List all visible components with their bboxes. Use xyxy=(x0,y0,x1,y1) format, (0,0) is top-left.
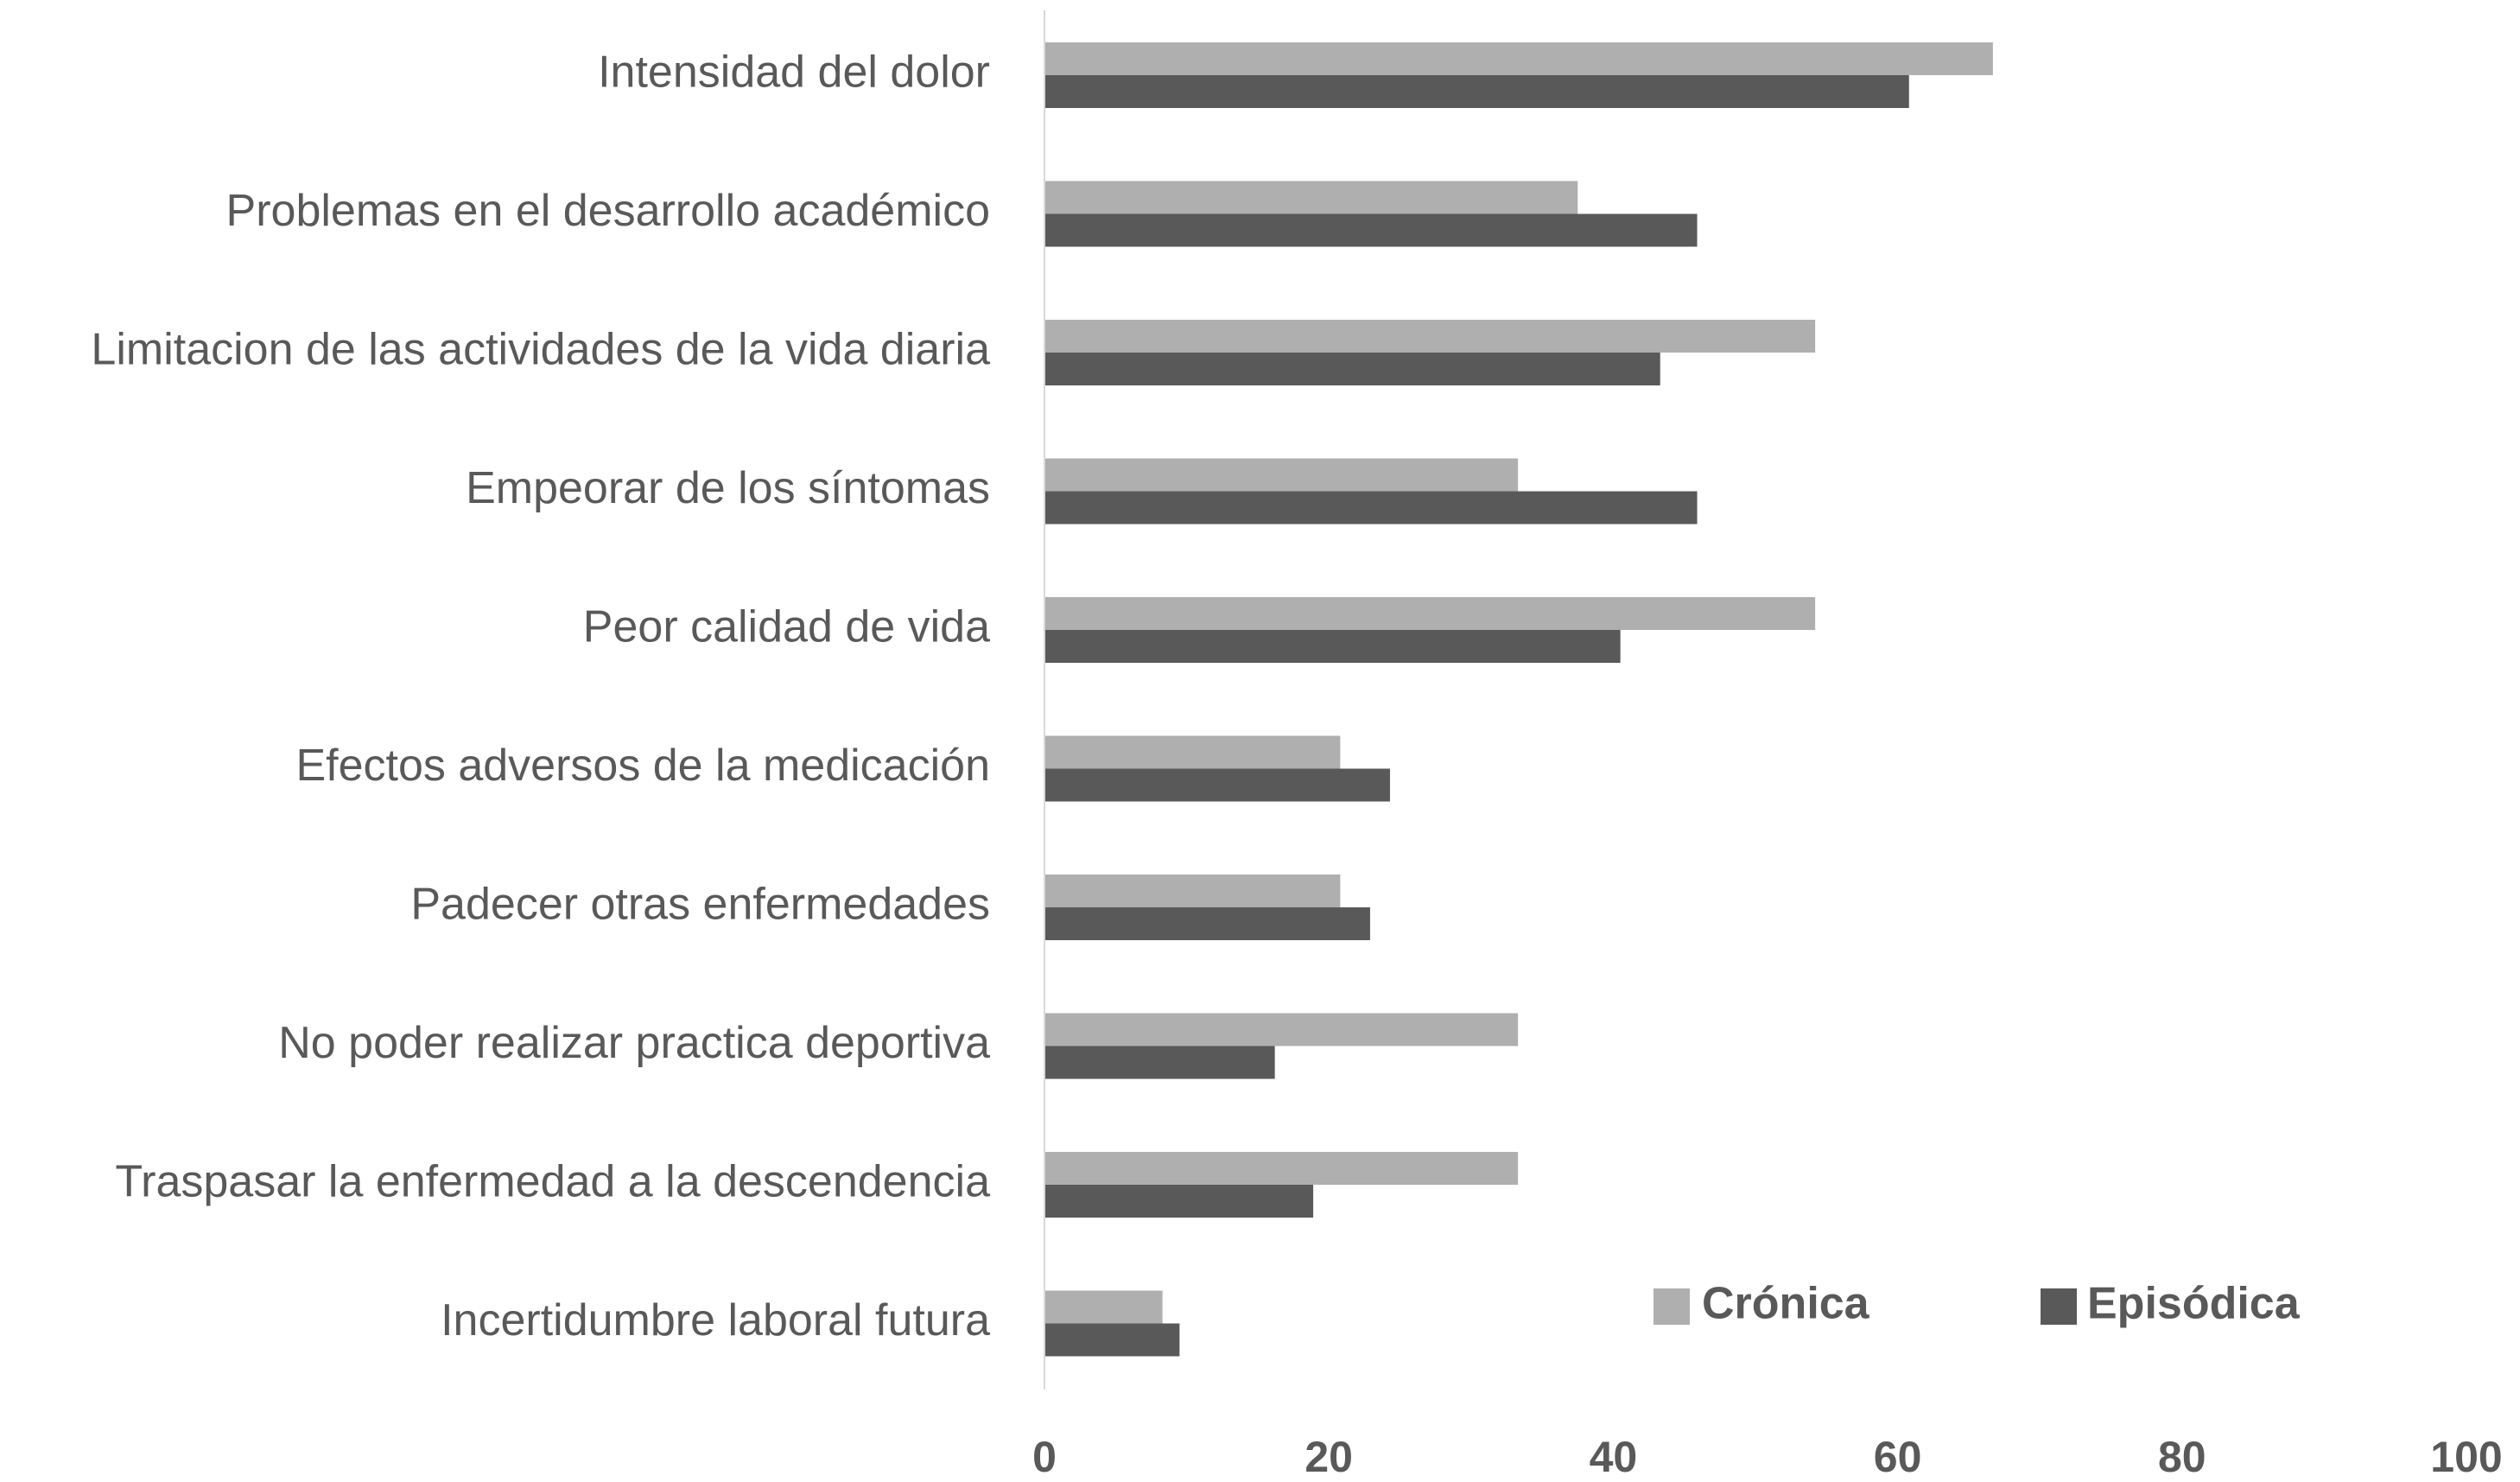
bar-cronica-9 xyxy=(1044,1290,1163,1324)
bar-episodica-8 xyxy=(1044,1185,1314,1218)
category-label: Padecer otras enfermedades xyxy=(410,880,990,930)
x-tick-labels: 0 20 40 60 80 100 xyxy=(1032,1433,2503,1481)
legend: Crónica Episódica xyxy=(1654,1279,2301,1329)
category-label: Limitacion de las actividades de la vida… xyxy=(91,325,990,375)
bar-episodica-1 xyxy=(1044,213,1698,247)
category-label: Empeorar de los síntomas xyxy=(466,463,990,513)
bar-episodica-0 xyxy=(1044,75,1909,108)
x-tick-label: 100 xyxy=(2430,1433,2502,1481)
x-tick-label: 40 xyxy=(1590,1433,1638,1481)
x-tick-label: 60 xyxy=(1874,1433,1922,1481)
bar-cronica-6 xyxy=(1044,875,1341,907)
bar-cronica-3 xyxy=(1044,458,1519,492)
x-tick-label: 80 xyxy=(2158,1433,2206,1481)
category-label: Traspasar la enfermedad a la descendenci… xyxy=(115,1157,990,1207)
bar-cronica-4 xyxy=(1044,597,1816,630)
category-label: Peor calidad de vida xyxy=(583,602,990,652)
category-label: Efectos adversos de la medicación xyxy=(295,741,990,791)
bar-episodica-5 xyxy=(1044,768,1390,802)
bar-episodica-6 xyxy=(1044,907,1370,940)
legend-label-cronica: Crónica xyxy=(1702,1279,1870,1329)
bar-cronica-8 xyxy=(1044,1152,1519,1185)
bar-cronica-2 xyxy=(1044,320,1816,353)
bar-cronica-5 xyxy=(1044,735,1341,769)
x-tick-label: 0 xyxy=(1032,1433,1057,1481)
bar-episodica-4 xyxy=(1044,630,1621,663)
legend-label-episodica: Episódica xyxy=(2087,1279,2301,1329)
category-label: Intensidad del dolor xyxy=(598,48,990,98)
legend-swatch-episodica xyxy=(2041,1288,2077,1325)
legend-swatch-cronica xyxy=(1654,1288,1690,1325)
bar-episodica-2 xyxy=(1044,353,1660,385)
bar-episodica-7 xyxy=(1044,1046,1275,1079)
x-tick-label: 20 xyxy=(1304,1433,1353,1481)
bar-cronica-0 xyxy=(1044,42,1993,75)
bar-cronica-7 xyxy=(1044,1013,1519,1046)
bars-group xyxy=(1044,42,1993,1357)
category-label: No poder realizar practica deportiva xyxy=(278,1018,990,1068)
bar-cronica-1 xyxy=(1044,181,1578,214)
bar-episodica-3 xyxy=(1044,491,1698,525)
bar-episodica-9 xyxy=(1044,1323,1180,1357)
category-labels: Intensidad del dolor Problemas en el desa… xyxy=(91,48,990,1346)
category-label: Incertidumbre laboral futura xyxy=(441,1295,990,1345)
category-label: Problemas en el desarrollo académico xyxy=(226,186,990,236)
